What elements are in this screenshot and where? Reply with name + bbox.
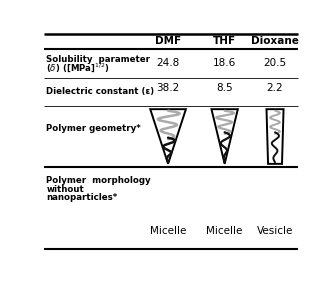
Text: Micelle: Micelle: [150, 226, 186, 236]
Text: Vesicle: Vesicle: [257, 226, 293, 236]
Text: Dielectric constant (ε): Dielectric constant (ε): [46, 87, 155, 96]
Text: DMF: DMF: [155, 37, 181, 46]
Text: ($\delta$) ([MPa]$^{1/2}$): ($\delta$) ([MPa]$^{1/2}$): [46, 62, 110, 74]
Text: Polymer  morphology: Polymer morphology: [46, 176, 151, 185]
Text: 38.2: 38.2: [156, 83, 180, 93]
Text: THF: THF: [213, 37, 236, 46]
Text: without: without: [46, 185, 84, 194]
Text: Micelle: Micelle: [206, 226, 243, 236]
Text: Polymer geometry*: Polymer geometry*: [46, 124, 141, 133]
Text: Dioxane: Dioxane: [251, 37, 299, 46]
Text: 2.2: 2.2: [267, 83, 283, 93]
Text: 18.6: 18.6: [213, 58, 236, 68]
Text: 24.8: 24.8: [156, 58, 180, 68]
Text: 20.5: 20.5: [264, 58, 287, 68]
Text: nanoparticles*: nanoparticles*: [46, 193, 118, 202]
Text: 8.5: 8.5: [216, 83, 233, 93]
Text: Solubility  parameter: Solubility parameter: [46, 55, 150, 64]
